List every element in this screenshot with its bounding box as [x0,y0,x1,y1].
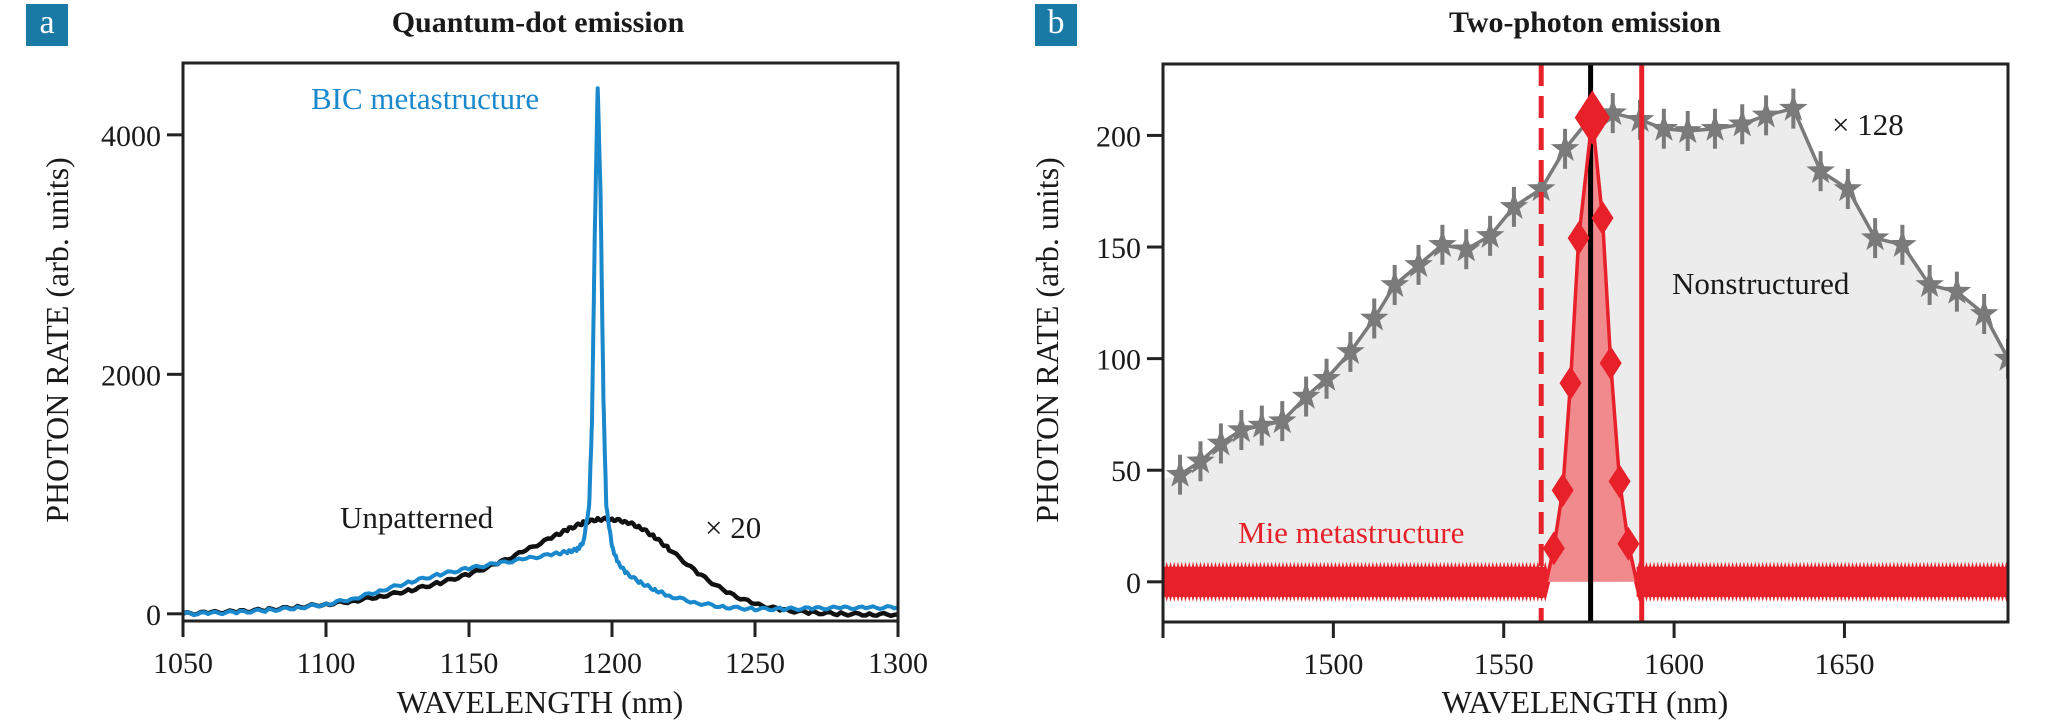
nonstructured-star-marker [1428,224,1457,265]
nonstructured-star-marker [1404,244,1433,285]
mie-diamond-marker [1608,464,1631,499]
nonstructured-star-marker [1247,405,1277,446]
nonstructured-star-marker [1598,93,1627,134]
nonstructured-star-marker [1700,108,1730,149]
unpatterned-label: Unpatterned [340,500,494,535]
x-tick-label: 1300 [868,647,928,680]
nonstructured-star-marker [1360,298,1389,339]
nonstructured-star-marker [1942,271,1972,312]
nonstructured-star-marker [1336,331,1365,372]
nonstructured-star-marker [1915,264,1944,305]
mie-diamond-marker [1559,366,1582,401]
x-tick-label: 1250 [725,647,785,680]
mie-baseline-band [1163,561,2008,602]
mie-diamond-marker [1617,526,1640,561]
y-tick-label: 200 [1096,120,1141,153]
unpatterned-series-line [183,515,898,619]
mie-diamond-marker [1567,221,1590,256]
mie-label: Mie metastructure [1238,515,1464,550]
panel-a-xlabel: WAVELENGTH (nm) [397,684,683,720]
panel-a-frame [181,61,900,623]
x-tick-label: 1500 [1303,648,1363,681]
panel-b-badge: b [1035,4,1077,46]
y-tick-label: 4000 [101,120,161,153]
nonstructured-star-marker [1649,108,1679,149]
panel-b-frame [1161,62,2010,624]
nonstructured-star-marker [1751,95,1781,136]
mie-diamond-marker [1599,346,1622,381]
mie-diamond-marker [1591,201,1614,236]
nonstructured-star-marker [1499,186,1529,227]
nonstructured-star-marker [1779,88,1808,129]
nonstructured-scale-label: × 128 [1832,107,1904,142]
mie-diamond-marker [1551,473,1574,508]
nonstructured-star-marker [1380,264,1409,305]
x-tick-label: 1600 [1644,648,1704,681]
x-tick-label: 1550 [1474,648,1534,681]
nonstructured-star-marker [1206,423,1236,464]
panel-a-badge: a [26,4,68,46]
panel-b-xlabel: WAVELENGTH (nm) [1442,684,1728,720]
nonstructured-star-marker [1165,454,1195,495]
nonstructured-star-marker [1833,168,1863,209]
nonstructured-star-marker [1312,358,1341,399]
nonstructured-star-marker [1227,410,1256,451]
unpatterned-scale-label: × 20 [705,510,761,545]
y-tick-label: 100 [1096,344,1141,377]
panel-b-title: Two-photon emission [1449,6,1721,39]
x-tick-label: 1200 [582,647,642,680]
nonstructured-star-marker [1728,104,1757,145]
panel-a-ylabel: PHOTON RATE (arb. units) [39,157,75,523]
x-tick-label: 1100 [297,647,356,680]
x-tick-label: 1650 [1814,648,1874,681]
bic-series-line [183,86,898,617]
nonstructured-star-marker [1806,151,1835,192]
nonstructured-star-marker [1186,441,1215,482]
nonstructured-star-marker [1452,229,1481,270]
nonstructured-star-marker [1550,128,1580,169]
mie-baseline-left [1163,566,1547,597]
panel-b-chart: 1500 1550 1600 1650 0 50 100 150 200 WAVELENGTH… [1029,62,2010,720]
panel-a-chart: 1050 1100 1150 1200 1250 1300 0 2000 4000 WAVEL… [39,61,928,720]
nonstructured-star-marker [1888,224,1917,265]
nonstructured-star-marker [1993,338,2008,379]
nonstructured-star-marker [1969,293,1999,334]
x-tick-label: 1050 [153,647,213,680]
nonstructured-label: Nonstructured [1672,266,1850,301]
y-tick-label: 0 [146,599,161,632]
nonstructured-star-marker [1860,218,1890,259]
y-tick-label: 0 [1126,567,1141,600]
nonstructured-star-marker [1673,110,1702,151]
mie-diamond-marker [1542,531,1565,566]
x-tick-label: 1150 [440,647,499,680]
y-tick-label: 150 [1096,232,1141,265]
nonstructured-star-marker [1291,376,1321,417]
mie-diamond-marker [1574,90,1610,145]
panel-b-ylabel: PHOTON RATE (arb. units) [1029,157,1065,523]
nonstructured-star-marker [1268,401,1297,442]
mie-baseline-right [1636,566,2008,597]
y-tick-label: 50 [1111,455,1141,488]
panel-a-title: Quantum-dot emission [391,6,685,39]
y-tick-label: 2000 [101,359,161,392]
nonstructured-star-marker [1475,215,1505,256]
bic-label: BIC metastructure [311,81,539,116]
